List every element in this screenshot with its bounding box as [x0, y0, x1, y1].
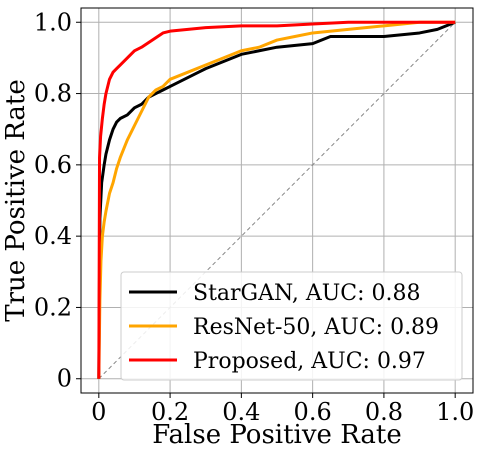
y-tick-label-5: 1.0: [34, 8, 72, 36]
x-tick-label-0: 0: [91, 398, 106, 426]
grid: [81, 8, 473, 393]
y-tick-label-2: 0.4: [34, 222, 72, 250]
legend: StarGAN, AUC: 0.88 ResNet-50, AUC: 0.89 Pr…: [120, 271, 463, 381]
series-line-1: [97, 20, 456, 379]
legend-label-2: Proposed, AUC: 0.97: [193, 349, 426, 374]
x-ticks: 0 0.2 0.4 0.6 0.8 1.0: [91, 393, 474, 426]
y-axis-label: True Positive Rate: [1, 79, 31, 322]
y-ticks: 0 0.2 0.4 0.6 0.8 1.0: [34, 8, 81, 393]
x-tick-label-2: 0.4: [222, 398, 260, 426]
series-line-0: [97, 20, 456, 379]
x-tick-label-5: 1.0: [436, 398, 474, 426]
y-tick-label-3: 0.6: [34, 151, 72, 179]
x-axis-label: False Positive Rate: [152, 420, 401, 450]
series-lines: [97, 20, 456, 379]
legend-label-1: ResNet-50, AUC: 0.89: [193, 315, 439, 340]
legend-label-0: StarGAN, AUC: 0.88: [193, 281, 421, 306]
x-tick-label-1: 0.2: [151, 398, 189, 426]
y-tick-label-0: 0: [57, 365, 72, 393]
y-tick-label-4: 0.8: [34, 80, 72, 108]
x-tick-label-4: 0.8: [365, 398, 403, 426]
x-tick-label-3: 0.6: [294, 398, 332, 426]
y-tick-label-1: 0.2: [34, 293, 72, 321]
series-line-2: [97, 20, 456, 379]
plot-frame: [80, 7, 474, 394]
legend-box: [120, 271, 463, 381]
